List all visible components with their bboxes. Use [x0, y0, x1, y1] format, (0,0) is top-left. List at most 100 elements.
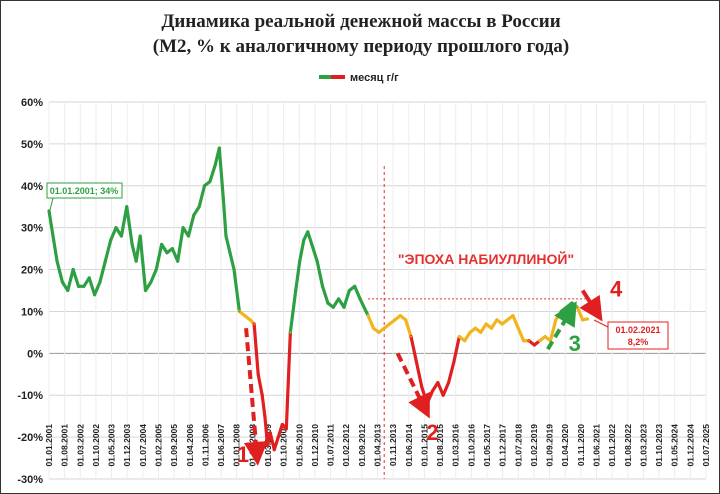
series-segment	[452, 334, 461, 364]
series-segment	[138, 234, 148, 293]
x-tick-label: 01.04.2020	[560, 424, 570, 467]
series-segment	[294, 259, 302, 293]
data-point	[321, 285, 324, 288]
y-tick-label: 20%	[21, 265, 43, 277]
data-point	[135, 260, 137, 262]
callout-end-value: 8,2%	[628, 337, 649, 347]
y-tick-label: -30%	[17, 474, 43, 486]
data-point	[586, 318, 589, 320]
data-point	[139, 235, 141, 237]
series-segment	[288, 288, 298, 334]
data-point	[209, 180, 211, 183]
x-tick-label: 01.08.2001	[60, 424, 70, 467]
callout-start-label: 01.01.2001; 34%	[50, 186, 119, 196]
series-segment	[366, 314, 376, 330]
chart-title: Динамика реальной денежной массы в Росси…	[161, 11, 560, 32]
data-point	[109, 239, 112, 242]
data-point	[453, 360, 455, 363]
data-point	[269, 432, 272, 434]
series-segment	[197, 184, 207, 209]
series-segment	[516, 326, 526, 343]
x-tick-label: 01.07.2011	[326, 424, 336, 466]
data-point	[415, 360, 418, 363]
y-tick-label: 60%	[21, 97, 43, 109]
data-point	[506, 319, 509, 321]
x-tick-label: 01.04.2006	[185, 424, 195, 467]
series-segment	[353, 284, 362, 301]
series-segment	[149, 267, 158, 284]
data-point	[150, 281, 152, 283]
x-tick-label: 01.08.2015	[435, 424, 445, 467]
data-point	[264, 415, 266, 417]
data-point	[388, 323, 391, 325]
series-segment	[176, 226, 185, 263]
data-point	[61, 281, 64, 283]
data-point	[571, 302, 573, 304]
series-segment	[575, 305, 585, 322]
data-point	[463, 339, 466, 342]
chart-subtitle: (М2, % к аналогичному периоду прошлого г…	[153, 36, 569, 57]
series-segment	[192, 205, 201, 217]
x-tick-label: 01.03.2023	[638, 424, 648, 467]
x-tick-label: 01.05.2003	[107, 424, 117, 467]
data-point	[266, 444, 269, 447]
x-tick-label: 01.02.2019	[529, 424, 539, 467]
x-tick-label: 01.09.2005	[169, 424, 179, 467]
series-segment	[186, 213, 196, 238]
data-point	[99, 281, 101, 283]
x-tick-label: 01.07.2018	[513, 424, 523, 467]
series-segment	[463, 330, 472, 343]
y-axis-ticks: 60% 50% 40% 30% 20% 10% 0% -10% -20% -30%	[17, 97, 43, 486]
series-segment	[260, 393, 267, 418]
series-segment	[98, 259, 107, 284]
series-segment	[66, 267, 75, 293]
series-segment	[409, 334, 418, 364]
data-point	[48, 210, 50, 212]
data-point	[458, 335, 461, 338]
data-point	[229, 252, 231, 254]
data-point	[257, 373, 259, 376]
x-tick-label: 01.05.2010	[294, 424, 304, 467]
series-segment	[47, 209, 59, 263]
callout-start-box	[46, 182, 123, 199]
series-segment	[224, 234, 232, 255]
series-segment	[446, 360, 456, 385]
x-tick-label: 01.10.2016	[466, 424, 476, 467]
series-segment	[425, 389, 435, 406]
data-point	[218, 147, 221, 149]
x-tick-label: 01.06.2007	[216, 424, 226, 467]
x-tick-label: 01.06.2014	[404, 424, 414, 467]
data-point	[581, 319, 584, 321]
data-point	[238, 310, 241, 313]
x-tick-label: 01.03.2016	[451, 424, 461, 467]
data-point	[249, 319, 251, 321]
data-point	[144, 289, 147, 292]
arrow-number-3: 3	[569, 331, 581, 356]
series-segment	[306, 230, 314, 247]
series-segment	[284, 330, 292, 431]
data-point	[399, 314, 402, 317]
series-line	[47, 146, 590, 452]
data-point	[363, 306, 365, 309]
series-segment	[436, 381, 445, 397]
series-segment	[404, 318, 413, 339]
data-point	[72, 268, 74, 271]
y-tick-label: 40%	[21, 181, 43, 193]
data-point	[131, 243, 133, 246]
series-segment	[221, 196, 228, 238]
series-segment	[154, 242, 164, 272]
data-point	[77, 285, 80, 288]
data-point	[420, 386, 423, 388]
data-point	[233, 268, 235, 271]
series-segment	[217, 146, 225, 200]
data-point	[160, 243, 163, 246]
data-point	[120, 235, 123, 237]
reference-lines	[368, 166, 586, 479]
x-tick-label: 01.12.2017	[498, 424, 508, 467]
data-point	[378, 331, 380, 334]
data-point	[316, 260, 318, 262]
y-tick-label: 30%	[21, 223, 43, 235]
arrow-number-2: 2	[426, 420, 438, 445]
